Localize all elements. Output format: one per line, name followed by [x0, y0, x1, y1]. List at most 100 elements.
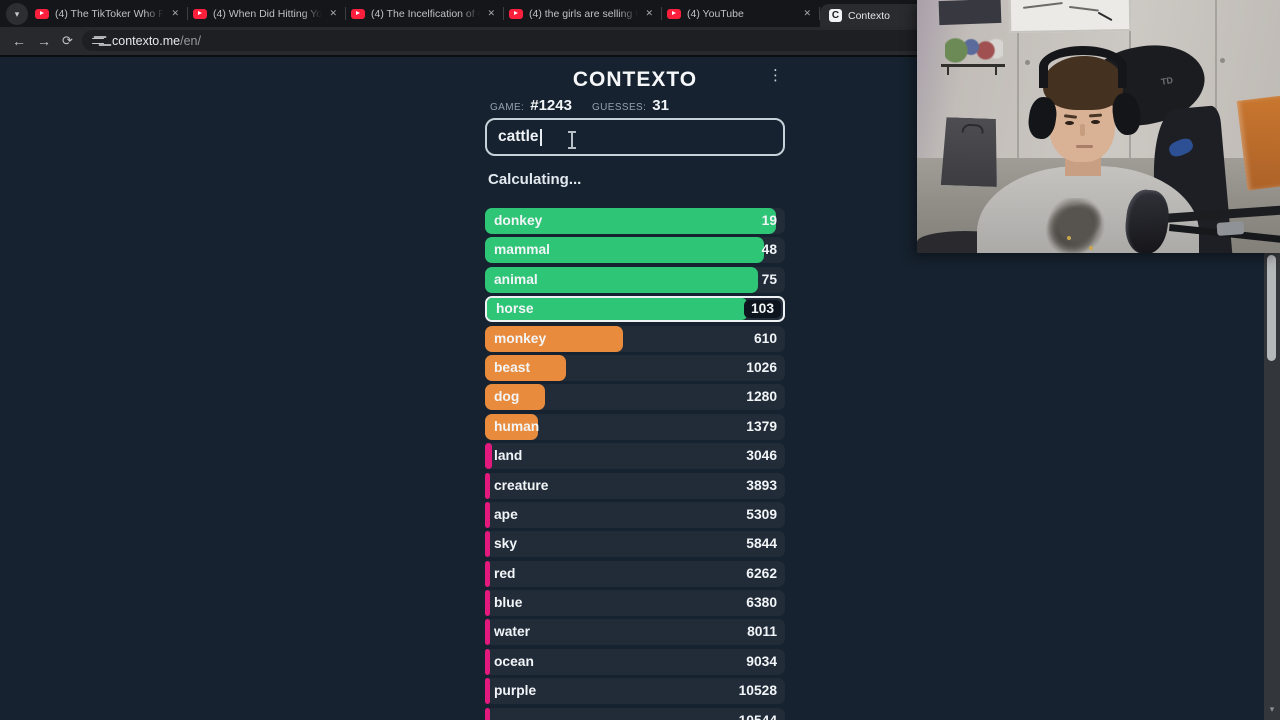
guess-row: beast 1026 [485, 354, 785, 381]
guess-rank: 610 [753, 330, 777, 346]
youtube-icon [667, 8, 681, 19]
youtube-icon [35, 8, 49, 19]
shelf-figures [945, 30, 1003, 64]
tab-separator [503, 7, 504, 20]
door-handle [1025, 60, 1030, 65]
chevron-down-icon: ▾ [14, 8, 20, 19]
browser-tab[interactable]: (4) The Incelfication of Gen Z - ✕ [346, 0, 503, 27]
headphones-band [1039, 46, 1127, 88]
guess-row: ocean 9034 [485, 648, 785, 675]
guess-rank: 8011 [747, 624, 777, 640]
closet-seam [1215, 0, 1217, 170]
close-icon[interactable]: ✕ [803, 8, 811, 18]
guess-word: horse [496, 301, 534, 317]
mouth [1076, 145, 1093, 148]
forward-icon[interactable]: → [37, 33, 51, 49]
similarity-bar [485, 501, 490, 528]
guess-row: mammal 48 [485, 237, 785, 264]
youtube-icon [509, 8, 523, 19]
similarity-bar [485, 678, 490, 705]
tab-separator [345, 7, 346, 20]
guess-word: donkey [494, 213, 543, 228]
guess-input-value: cattle [498, 128, 539, 145]
guess-row: 10544 [485, 707, 785, 720]
guess-input[interactable]: cattle [485, 118, 785, 156]
tab-search-button[interactable]: ▾ [6, 3, 28, 25]
guess-row: creature 3893 [485, 472, 785, 499]
game-number: #1243 [530, 97, 572, 114]
close-icon[interactable]: ✕ [645, 8, 653, 18]
guess-row: human 1379 [485, 413, 785, 440]
similarity-bar [485, 208, 776, 234]
guess-rank: 6380 [746, 595, 777, 611]
guess-rank: 103 [743, 300, 781, 319]
tab-label: (4) The TikToker Who Faked Bra [55, 7, 165, 20]
shirt-graphic [1035, 198, 1117, 253]
guess-word: dog [494, 389, 520, 405]
guess-word: mammal [494, 242, 550, 258]
guess-word: blue [494, 595, 523, 611]
browser-tab[interactable]: (4) The TikToker Who Faked Bra ✕ [30, 0, 187, 27]
page-title: CONTEXTO [572, 68, 698, 91]
guesses-label: GUESSES: [591, 102, 647, 113]
guess-word: sky [494, 536, 518, 552]
guess-rank: 3893 [746, 477, 777, 493]
webcam-overlay: TD [917, 0, 1280, 253]
url-path: /en/ [180, 33, 201, 48]
similarity-bar [485, 619, 490, 646]
guess-rank: 9034 [746, 653, 777, 669]
browser-tab[interactable]: (4) YouTube ✕ [662, 0, 819, 27]
browser-tab[interactable]: (4) When Did Hitting Your Partn ✕ [188, 0, 345, 27]
guess-rank: 6262 [746, 565, 777, 581]
door-handle [1220, 58, 1225, 63]
guess-rank: 1026 [746, 359, 777, 375]
similarity-bar [485, 443, 492, 470]
close-icon[interactable]: ✕ [487, 8, 495, 18]
similarity-bar [487, 298, 748, 321]
mic-mount [1216, 221, 1245, 236]
similarity-bar [485, 266, 758, 293]
gift-bag [941, 117, 999, 187]
guess-word: red [494, 565, 516, 581]
guess-row: blue 6380 [485, 590, 785, 617]
back-icon[interactable]: ← [12, 33, 26, 49]
scrollbar-thumb[interactable] [1267, 255, 1276, 361]
text-caret [539, 128, 542, 146]
scroll-down-arrow-icon[interactable]: ▾ [1269, 704, 1275, 714]
shelf-board [941, 64, 1005, 67]
guess-rank: 1379 [746, 418, 777, 434]
browser-tab[interactable]: C Contexto [820, 4, 930, 27]
guess-row: purple 10528 [485, 678, 785, 705]
tab-label: (4) The Incelfication of Gen Z - [371, 7, 480, 20]
guess-row: monkey 610 [485, 325, 785, 352]
close-icon[interactable]: ✕ [171, 8, 179, 18]
kebab-menu-icon[interactable]: ⋮ [768, 67, 783, 84]
url-host: contexto.me [112, 33, 181, 48]
guess-word: water [494, 624, 531, 640]
guess-rank: 10544 [739, 708, 777, 720]
guess-rank: 5309 [746, 506, 777, 522]
guesses-count: 31 [652, 97, 669, 114]
nose [1080, 124, 1085, 136]
youtube-icon [351, 8, 365, 19]
guess-row: animal 75 [485, 266, 785, 293]
guess-word: creature [494, 477, 549, 493]
cam-poster [938, 0, 1002, 26]
guess-rank: 75 [761, 271, 777, 287]
guess-row: ape 5309 [485, 501, 785, 528]
guess-word: land [494, 448, 523, 464]
guess-word: ocean [494, 653, 534, 669]
tab-label: Contexto [848, 9, 891, 22]
contexto-favicon: C [829, 9, 842, 22]
guess-row: land 3046 [485, 443, 785, 470]
guess-row: water 8011 [485, 619, 785, 646]
browser-tab[interactable]: (4) the girls are selling themsel ✕ [504, 0, 661, 27]
reload-icon[interactable]: ⟳ [62, 33, 73, 48]
tune-icon[interactable] [92, 35, 104, 47]
tab-separator [819, 7, 820, 20]
similarity-bar [485, 354, 566, 381]
similarity-bar [485, 707, 490, 720]
close-icon[interactable]: ✕ [329, 8, 337, 18]
guess-word: animal [494, 271, 538, 287]
similarity-bar [485, 384, 545, 411]
